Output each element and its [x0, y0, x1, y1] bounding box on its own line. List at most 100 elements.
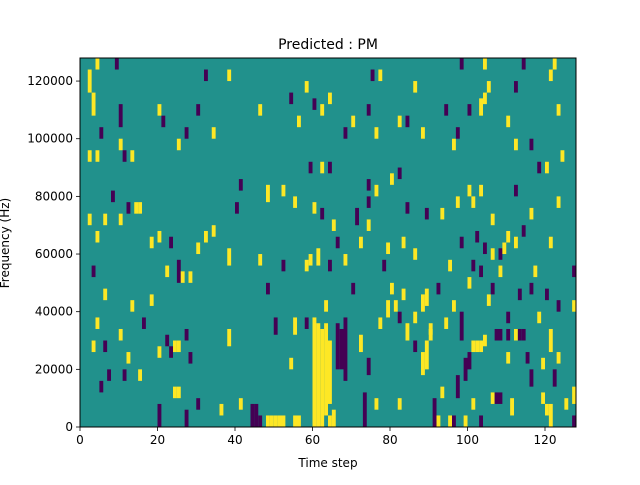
heatmap-cell-low [122, 150, 127, 162]
heatmap-cell-low [328, 161, 332, 174]
heatmap-cell-high [428, 328, 433, 341]
heatmap-cell-low [328, 259, 332, 272]
heatmap-cell-high [180, 271, 185, 283]
heatmap-cell-high [320, 161, 325, 174]
heatmap-cell-high [281, 415, 286, 427]
heatmap-cell-high [452, 300, 456, 312]
heatmap-cell-high [366, 219, 371, 231]
heatmap-cell-low [266, 282, 270, 295]
heatmap-cell-low [161, 115, 166, 128]
heatmap-cell-low [157, 403, 162, 427]
heatmap-cell-low [436, 282, 441, 295]
heatmap-cell-high [506, 115, 511, 128]
heatmap-cell-high [533, 265, 538, 278]
heatmap-cell-high [277, 415, 282, 427]
heatmap-cell-high [219, 403, 224, 416]
heatmap-cell-low [382, 259, 387, 272]
heatmap-cell-high [359, 334, 363, 353]
heatmap-cell-low [459, 236, 464, 249]
heatmap-cells [80, 58, 577, 427]
heatmap-cell-high [378, 69, 383, 82]
heatmap-cell-high [227, 328, 232, 347]
heatmap-cell-low [529, 138, 534, 151]
heatmap-cell-high [498, 265, 503, 278]
heatmap-cell-low [114, 58, 119, 70]
heatmap-cell-high [351, 115, 356, 128]
heatmap-cell-low [498, 392, 503, 404]
heatmap-cell-high [541, 357, 546, 370]
heatmap-cell-low [343, 317, 348, 381]
heatmap-cell-high [316, 248, 321, 266]
plot-frame [79, 57, 577, 428]
heatmap-cell-high [118, 138, 123, 151]
heatmap-cell-high [471, 398, 476, 410]
heatmap-cell-low [514, 184, 518, 197]
heatmap-cell-high [157, 230, 162, 243]
heatmap-cell-high [486, 81, 491, 93]
heatmap-cell-high [471, 340, 476, 353]
heatmap-cell-high [537, 311, 542, 324]
heatmap-cell-low [335, 323, 340, 370]
heatmap-cell-high [304, 259, 309, 272]
heatmap-cell-high [211, 225, 216, 237]
heatmap-cell-low [188, 352, 193, 364]
heatmap-cell-low [479, 415, 484, 427]
heatmap-cell-low [103, 340, 108, 353]
heatmap-cell-high [483, 92, 487, 105]
heatmap-cell-high [91, 92, 96, 116]
heatmap-cell-low [529, 369, 534, 387]
heatmap-cell-low [304, 317, 309, 329]
heatmap-cell-high [444, 317, 449, 329]
heatmap-cell-high [324, 300, 329, 312]
heatmap-cell-high [95, 150, 100, 162]
heatmap-cell-high [95, 58, 100, 70]
y-tick-label: 80000 [35, 189, 73, 203]
heatmap-cell-high [304, 81, 309, 93]
heatmap-cell-high [572, 386, 577, 404]
heatmap-cell-high [548, 236, 553, 249]
heatmap-cell-low [99, 127, 104, 139]
y-tick-label: 20000 [35, 362, 73, 376]
chart-title: Predicted : PM [278, 37, 378, 53]
heatmap-cell-high [374, 127, 379, 139]
heatmap-cell-high [463, 415, 468, 427]
heatmap-cell-high [490, 213, 495, 226]
heatmap-cell-low [537, 161, 542, 174]
heatmap-cell-high [258, 254, 263, 266]
heatmap-cell-high [413, 248, 418, 260]
heatmap-cell-low [444, 104, 449, 116]
heatmap-cell-high [556, 196, 561, 208]
heatmap-cell-low [572, 265, 577, 278]
heatmap-cell-high [386, 242, 391, 255]
heatmap-cell-low [459, 311, 464, 341]
heatmap-cell-high [386, 300, 391, 318]
heatmap-cell-low [351, 282, 356, 295]
heatmap-cell-high [316, 323, 321, 427]
x-tick-label: 60 [305, 433, 320, 447]
heatmap-cell-high [266, 415, 270, 427]
heatmap-cell-high [564, 398, 569, 410]
heatmap-cell-high [413, 81, 418, 93]
heatmap-cell-low [490, 282, 495, 295]
heatmap-cell-low [184, 328, 189, 341]
heatmap-cell-high [436, 415, 441, 427]
heatmap-cell-low [455, 127, 460, 139]
heatmap-cell-high [87, 150, 92, 162]
y-tick-label: 120000 [27, 74, 73, 88]
heatmap-cell-high [343, 254, 348, 266]
heatmap-cell-low [235, 202, 239, 214]
heatmap-cell-high [87, 213, 92, 226]
heatmap-cell-high [401, 236, 406, 249]
y-axis-label: Frequency (Hz) [0, 198, 12, 289]
heatmap-cell-low [498, 248, 503, 260]
y-tick-label: 40000 [35, 305, 73, 319]
heatmap-cell-high [514, 138, 518, 151]
heatmap-cell-high [486, 294, 491, 306]
x-tick-label: 80 [382, 433, 397, 447]
heatmap-cell-high [87, 69, 92, 93]
x-tick-label: 100 [456, 433, 479, 447]
heatmap-cell-low [506, 328, 511, 341]
heatmap-cell-low [452, 415, 456, 427]
heatmap-cell-low [142, 317, 146, 329]
